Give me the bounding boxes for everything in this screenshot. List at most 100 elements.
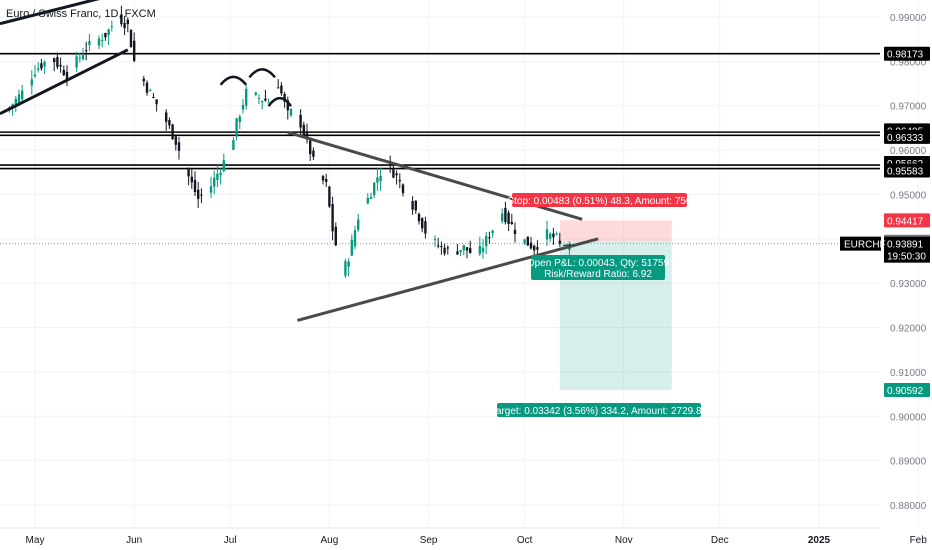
candle (59, 64, 62, 67)
candle (513, 229, 517, 235)
candle (65, 71, 69, 80)
candle (417, 213, 421, 222)
pnl-label-bg (531, 255, 665, 280)
entry-marker (562, 244, 572, 246)
candle (88, 41, 91, 45)
head-shoulders-arcs (219, 68, 293, 107)
time-tick: Aug (321, 535, 339, 546)
candle (533, 245, 536, 251)
candle (462, 245, 465, 251)
stop-label-bg (512, 193, 687, 207)
candle (232, 140, 235, 150)
level-tag-bg (884, 163, 930, 178)
price-tick: 0.95000 (890, 190, 927, 201)
pnl-label-text: Risk/Reward Ratio: 6.92 (544, 269, 652, 280)
price-tick: 0.91000 (890, 368, 927, 379)
candle (488, 237, 491, 239)
candle (443, 247, 446, 254)
time-tick: Nov (615, 535, 633, 546)
candle (40, 63, 43, 69)
candle (177, 142, 181, 151)
candle (555, 233, 558, 235)
time-tick: 2025 (808, 535, 831, 546)
last-price-bg (884, 236, 930, 263)
level-tag: 0.95583 (887, 166, 924, 177)
candle (193, 179, 197, 192)
candle (465, 247, 469, 251)
candle (78, 57, 81, 59)
candle (424, 221, 427, 234)
price-tick: 0.90000 (890, 412, 927, 423)
candle (17, 94, 21, 104)
candle (312, 150, 315, 157)
head-arc (248, 68, 276, 79)
candle (395, 173, 398, 176)
candle (254, 92, 257, 95)
price-tick: 0.99000 (890, 13, 927, 24)
time-tick: May (26, 535, 45, 546)
candle (526, 236, 529, 246)
symbol-tag: EURCHF (844, 240, 886, 251)
price-tick: 0.96000 (890, 146, 927, 157)
candle (43, 61, 46, 67)
candle (97, 38, 101, 46)
candle (289, 109, 293, 116)
candle (549, 233, 552, 239)
candle (331, 204, 334, 232)
price-tick: 0.88000 (890, 501, 927, 512)
candle (302, 124, 305, 135)
candle (481, 247, 485, 253)
candle (437, 245, 440, 247)
candle (187, 168, 190, 177)
candle (165, 112, 168, 122)
candle (350, 239, 353, 256)
level-tag-bg (884, 129, 930, 144)
candle (414, 200, 417, 211)
candle (81, 55, 85, 60)
time-tick: Sep (420, 535, 438, 546)
candle (392, 169, 395, 178)
level-tag: 0.98173 (887, 50, 924, 61)
candle (309, 140, 312, 155)
candle (558, 240, 561, 244)
position-labels: Stop: 0.00483 (0.51%) 48.3, Amount: 750 O… (491, 193, 708, 417)
candle (235, 118, 238, 137)
candle (334, 226, 337, 246)
candle (411, 201, 414, 210)
candle (325, 178, 328, 182)
candle (245, 88, 248, 106)
right-shoulder-arc (267, 96, 293, 107)
candle (507, 212, 510, 224)
candle (110, 26, 113, 28)
candle (373, 182, 376, 196)
channel-bottom-line (0, 48, 129, 116)
candle (536, 247, 539, 250)
level-tag: 0.96333 (887, 133, 924, 144)
candle (552, 233, 555, 238)
candle (491, 230, 494, 234)
candle (62, 70, 65, 76)
candle (133, 40, 136, 61)
stop-zone (559, 220, 672, 242)
candle (174, 136, 177, 145)
candle (264, 98, 267, 101)
candle (478, 245, 481, 254)
candle (104, 32, 107, 38)
pnl-label: Open P&L: 0.00043, Qty: 51759Risk/Reward… (527, 255, 670, 280)
chart-title: Euro / Swiss Franc, 1D, FXCM (6, 8, 156, 20)
candle (504, 207, 507, 223)
candle (545, 229, 549, 240)
candle (376, 177, 379, 183)
price-tick: 0.92000 (890, 324, 927, 335)
candle (142, 78, 145, 82)
candle (357, 219, 360, 230)
candle (277, 87, 280, 89)
candle (286, 100, 289, 111)
candle (353, 230, 357, 247)
candle (267, 102, 270, 104)
candles (8, 5, 571, 279)
candle (209, 186, 213, 193)
candle (283, 93, 286, 102)
candle (456, 251, 459, 255)
